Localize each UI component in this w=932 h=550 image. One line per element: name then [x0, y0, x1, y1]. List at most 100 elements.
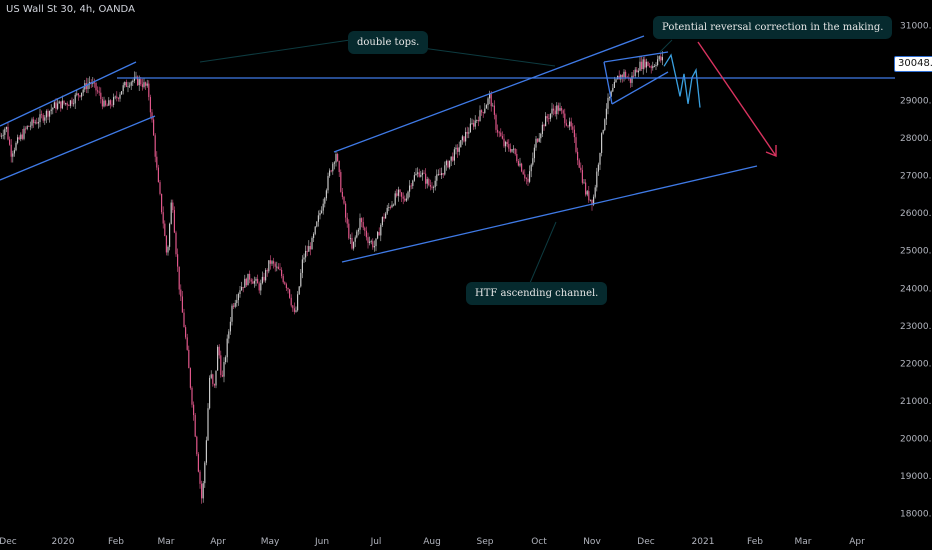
htf-channel-upper[interactable]	[333, 35, 645, 153]
candle-body	[29, 125, 31, 127]
candle-body	[418, 172, 420, 177]
candle-body	[514, 148, 516, 155]
candle-body	[1, 135, 3, 137]
candle-body	[364, 227, 366, 231]
x-tick-label: Mar	[158, 537, 175, 547]
candle-body	[143, 82, 145, 87]
candle-body	[241, 286, 243, 291]
candle-body	[333, 162, 335, 164]
candle-body	[74, 94, 76, 104]
candle-body	[23, 128, 25, 139]
candle-body	[245, 278, 247, 286]
projection-path[interactable]	[663, 53, 701, 108]
candle-body	[49, 111, 51, 117]
candle-body	[172, 202, 174, 211]
htf-channel-lower[interactable]	[341, 165, 758, 263]
candle-body	[159, 182, 161, 194]
candle-body	[388, 207, 390, 208]
candle-body	[436, 174, 438, 181]
callout-htf-channel[interactable]: HTF ascending channel.	[466, 282, 608, 305]
candle-body	[530, 164, 532, 172]
candle-body	[34, 122, 36, 124]
candle-body	[578, 160, 580, 168]
candle-body	[620, 75, 622, 80]
candle-body	[153, 119, 155, 136]
candle-body	[311, 238, 313, 250]
x-tick-label: Apr	[210, 537, 226, 547]
candle-body	[658, 56, 660, 60]
trend-lines[interactable]	[0, 35, 895, 284]
candle-body	[212, 374, 214, 384]
candle-body	[293, 308, 295, 312]
candle-body	[474, 120, 476, 127]
candle-body	[652, 66, 654, 69]
wedge-lower[interactable]	[611, 71, 669, 105]
candle-body	[540, 133, 542, 139]
callout-double-tops[interactable]: double tops.	[348, 31, 429, 54]
candle-body	[661, 57, 663, 61]
candle-body	[106, 105, 108, 107]
candle-body	[89, 82, 91, 84]
candle-body	[605, 108, 607, 120]
candle-body	[439, 173, 441, 176]
candle-body	[397, 189, 399, 196]
candle-body	[522, 171, 524, 175]
candle-body	[193, 404, 195, 416]
candle-body	[596, 171, 598, 188]
candle-body	[63, 100, 65, 104]
y-tick-label: 21000.0	[900, 397, 932, 407]
candle-body	[42, 115, 44, 121]
candle-body	[572, 126, 574, 130]
candle-body	[567, 125, 569, 127]
candle-body	[477, 119, 479, 122]
candle-body	[373, 246, 375, 248]
candle-body	[298, 286, 300, 295]
candle-body	[423, 172, 425, 174]
candle-body	[433, 187, 435, 188]
candle-body	[284, 282, 286, 285]
candle-body	[330, 170, 332, 172]
candle-body	[231, 305, 233, 322]
candle-body	[466, 131, 468, 134]
wedge-left-edge[interactable]	[603, 61, 613, 105]
candle-body	[95, 82, 97, 91]
candle-body	[591, 199, 593, 205]
candle-body	[116, 96, 118, 99]
candle-body	[273, 261, 275, 264]
candle-body	[26, 126, 28, 129]
candle-body	[538, 138, 540, 142]
candle-body	[279, 269, 281, 270]
candle-body	[281, 269, 283, 277]
candle-body	[308, 246, 310, 252]
candle-body	[375, 238, 377, 247]
reversal-pointer	[659, 39, 673, 53]
candle-body	[60, 101, 62, 109]
candle-body	[189, 368, 191, 388]
left-channel-lower[interactable]	[0, 115, 156, 181]
candle-body	[593, 196, 595, 205]
callout-reversal[interactable]: Potential reversal correction in the mak…	[653, 16, 893, 39]
candle-body	[505, 141, 507, 147]
candle-body	[85, 83, 87, 90]
candle-body	[255, 278, 257, 281]
candle-body	[442, 173, 444, 175]
candle-body	[103, 100, 105, 107]
candle-body	[401, 192, 403, 197]
x-tick-label: Feb	[747, 537, 763, 547]
candle-body	[269, 260, 271, 264]
candle-body	[425, 173, 427, 184]
wedge-upper[interactable]	[603, 51, 669, 63]
candle-body	[300, 272, 302, 287]
left-channel-upper[interactable]	[0, 61, 137, 127]
candle-body	[276, 266, 278, 268]
candle-body	[5, 126, 7, 130]
correction-arrow[interactable]	[697, 41, 777, 157]
candle-body	[149, 97, 151, 113]
candle-body	[653, 65, 655, 67]
candle-body	[71, 100, 73, 104]
candle-body	[647, 61, 649, 67]
x-tick-label: Aug	[423, 537, 441, 547]
candle-body	[58, 101, 60, 104]
candle-body	[529, 171, 531, 182]
